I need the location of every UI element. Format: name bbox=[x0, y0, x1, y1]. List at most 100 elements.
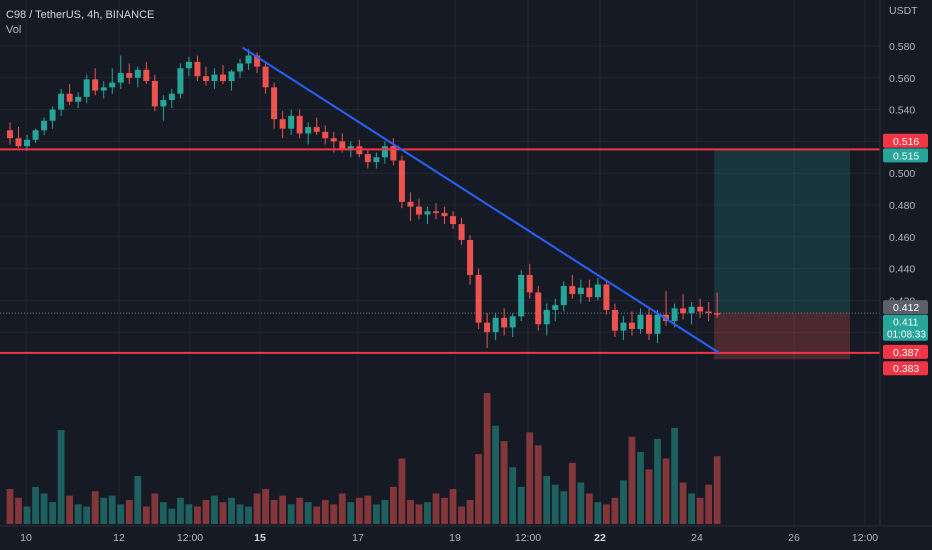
time-tick-label: 19 bbox=[449, 532, 461, 544]
volume-bar bbox=[645, 469, 653, 524]
long-position-tool[interactable] bbox=[0, 149, 880, 360]
volume-bar bbox=[125, 499, 133, 524]
volume-bar bbox=[49, 502, 56, 524]
candle-body bbox=[254, 55, 261, 67]
volume-bar bbox=[100, 497, 108, 524]
volume-bar bbox=[611, 497, 619, 524]
candle-body bbox=[288, 115, 295, 129]
price-label-box bbox=[883, 148, 928, 163]
price-tick-label: 0.460 bbox=[889, 232, 915, 244]
volume-bar bbox=[74, 504, 82, 524]
candle-body bbox=[518, 274, 525, 317]
candle-body bbox=[398, 160, 405, 202]
volume-bar bbox=[270, 499, 278, 524]
time-tick-label: 24 bbox=[691, 532, 703, 544]
candle-body bbox=[569, 286, 576, 295]
volume-bar bbox=[483, 393, 491, 524]
symbol-title[interactable]: C98 / TetherUS, 4h, BINANCE bbox=[6, 9, 155, 21]
candle-body bbox=[143, 69, 150, 81]
trendline[interactable] bbox=[242, 46, 720, 354]
volume-bar bbox=[245, 506, 252, 524]
candle-body bbox=[560, 286, 567, 306]
grid-lines bbox=[0, 0, 880, 526]
candle-body bbox=[49, 109, 56, 121]
time-tick-label: 12:00 bbox=[177, 532, 203, 544]
candles bbox=[7, 49, 721, 349]
candle-body bbox=[92, 79, 99, 91]
candle-body bbox=[501, 317, 508, 328]
volume-bar bbox=[355, 497, 363, 524]
volume-bar bbox=[432, 493, 440, 524]
candle-body bbox=[688, 306, 695, 314]
price-tick-label: 0.480 bbox=[889, 200, 915, 212]
volume-bar bbox=[671, 427, 678, 524]
volume-bar bbox=[543, 475, 551, 524]
volume-indicator-label[interactable]: Vol bbox=[6, 24, 22, 36]
time-tick-label: 12:00 bbox=[852, 532, 878, 544]
volume-bar bbox=[23, 506, 31, 524]
candle-body bbox=[83, 79, 90, 97]
stop-zone[interactable] bbox=[714, 313, 850, 360]
volume-bar bbox=[407, 499, 414, 524]
volume-bar bbox=[551, 484, 559, 524]
volume-bar bbox=[57, 430, 65, 524]
volume-bar bbox=[424, 502, 431, 524]
drawings[interactable] bbox=[0, 46, 880, 354]
volume-bar bbox=[628, 436, 636, 524]
candle-body bbox=[671, 308, 678, 322]
time-tick-label: 10 bbox=[20, 532, 32, 544]
candle-body bbox=[245, 55, 252, 64]
price-axis-panel[interactable] bbox=[880, 0, 932, 550]
volume-bar bbox=[321, 499, 329, 524]
volume-bar bbox=[458, 506, 465, 524]
volume-bar bbox=[475, 454, 482, 524]
candle-body bbox=[117, 73, 124, 83]
candle-body bbox=[552, 305, 559, 310]
candle-body bbox=[75, 96, 82, 102]
price-label-box bbox=[883, 300, 928, 315]
volume-bar bbox=[662, 458, 670, 524]
candle-body bbox=[296, 115, 303, 134]
price-label-text: 0.412 bbox=[893, 302, 919, 314]
candle-body bbox=[305, 127, 312, 134]
time-axis-panel[interactable] bbox=[0, 526, 932, 550]
candle-body bbox=[467, 239, 474, 275]
volume-bar bbox=[236, 504, 244, 524]
candle-body bbox=[66, 93, 73, 102]
volume-bar bbox=[211, 495, 218, 524]
volume-bar bbox=[577, 482, 585, 524]
candle-body bbox=[185, 61, 192, 69]
volume-bar bbox=[304, 502, 312, 524]
profit-zone[interactable] bbox=[714, 149, 850, 314]
candle-body bbox=[41, 120, 48, 131]
volume-bar bbox=[347, 502, 355, 524]
candle-body bbox=[458, 224, 465, 240]
candle-body bbox=[611, 309, 618, 331]
candle-body bbox=[424, 211, 431, 215]
candle-body bbox=[100, 87, 107, 91]
volume-bar bbox=[381, 499, 389, 524]
volume-bar bbox=[492, 425, 500, 524]
chart-legend: C98 / TetherUS, 4h, BINANCE Vol bbox=[6, 8, 154, 38]
volume-bar bbox=[142, 506, 150, 524]
volume-bar bbox=[398, 458, 406, 524]
volume-bar bbox=[108, 495, 116, 524]
candle-body bbox=[535, 292, 542, 325]
candle-body bbox=[364, 154, 371, 163]
volume-bar bbox=[534, 445, 542, 524]
volume-bar bbox=[654, 438, 661, 524]
candle-body bbox=[390, 146, 397, 161]
candle-body bbox=[680, 308, 687, 314]
candle-body bbox=[32, 130, 39, 140]
volume-bar bbox=[32, 486, 39, 524]
volume-bar bbox=[500, 441, 508, 524]
price-label-text: 0.383 bbox=[893, 363, 919, 375]
candle-body bbox=[628, 322, 635, 330]
candle-body bbox=[7, 130, 13, 139]
time-tick-label: 17 bbox=[352, 532, 364, 544]
volume-bar bbox=[168, 508, 176, 524]
volume-bar bbox=[228, 497, 235, 524]
volume-bar bbox=[568, 462, 576, 524]
